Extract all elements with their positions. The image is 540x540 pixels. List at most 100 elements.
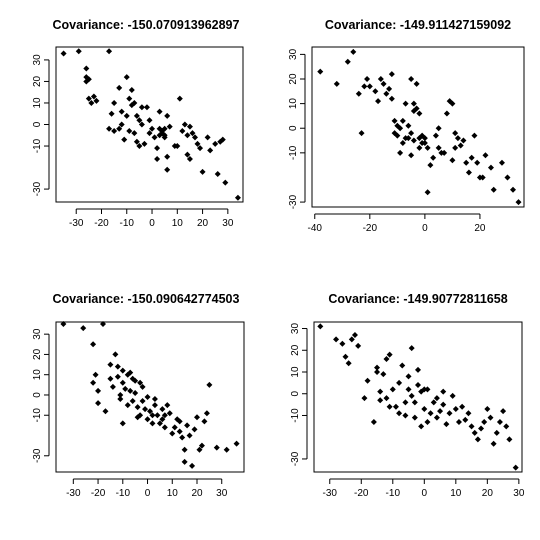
panel-2-data-point <box>408 76 415 82</box>
panel-3-y-tick-label: 30 <box>32 328 43 340</box>
scatter-panel-2: Covariance: -149.911427159092 -40 -20 0 20 -… <box>288 18 525 234</box>
panel-3-data-point <box>154 412 161 419</box>
panel-1-data-point <box>189 130 196 137</box>
panel-1-data-point <box>179 127 186 134</box>
panel-1-data-point <box>106 125 113 132</box>
panel-4-x-tick-label: 0 <box>422 488 428 499</box>
panel-1-data-point <box>146 130 153 137</box>
panel-2-y-tick-label: 10 <box>288 98 299 110</box>
panel-1-data-point <box>85 95 92 102</box>
panel-2-data-point <box>380 80 387 87</box>
panel-1-data-point <box>128 87 135 94</box>
panel-2-data-point <box>474 159 481 166</box>
panel-3-data-point <box>117 396 124 403</box>
panel-4-data-point <box>402 412 409 419</box>
panel-2-data-point <box>443 110 450 117</box>
panel-4-data-point <box>392 403 399 410</box>
panel-4-data-point <box>399 362 406 369</box>
panel-4-data-point <box>386 351 393 358</box>
panel-4-data-point <box>351 332 358 339</box>
panel-2-data-point <box>432 132 439 139</box>
panel-1-data-point <box>143 104 150 111</box>
panel-1-y-tick-label: -10 <box>32 138 43 153</box>
panel-3-data-point <box>169 430 176 437</box>
panel-1-data-point <box>90 93 97 100</box>
panel-2-data-point <box>397 149 404 156</box>
panel-3-data-point <box>161 424 168 431</box>
panel-3-data-point <box>189 462 196 469</box>
panel-4-data-point <box>405 373 412 380</box>
panel-1-data-point <box>116 84 123 91</box>
panel-4-data-point <box>415 382 421 389</box>
panel-4-data-point <box>317 323 324 330</box>
panel-2-data-point <box>375 98 382 105</box>
panel-2-data-point <box>364 76 371 82</box>
panel-3-data-point <box>137 379 144 386</box>
panel-4-data-point <box>408 345 415 352</box>
panel-1-data-point <box>93 97 100 104</box>
panel-2-data-point <box>405 122 412 129</box>
panel-3-data-point <box>122 385 129 392</box>
panel-1-y-tick-label: 20 <box>32 75 43 87</box>
panel-3-data-point <box>139 383 146 390</box>
panel-1-data-point <box>204 134 211 141</box>
panel-3-y-tick-label: 20 <box>32 348 43 360</box>
panel-2-data-point <box>457 142 464 149</box>
panel-3-data-point <box>119 420 126 427</box>
panel-1-plot-frame <box>55 46 244 203</box>
panel-1-data-point <box>154 155 161 162</box>
panel-1-data-point <box>126 95 133 102</box>
panel-4-data-point <box>500 408 507 415</box>
panel-1-data-point <box>197 145 204 152</box>
panel-1-data-point <box>108 110 115 117</box>
panel-3-data-point <box>129 398 136 405</box>
panel-4-data-point <box>339 340 346 347</box>
panel-4-data-point <box>424 419 431 425</box>
panel-3-y-tick-label: 0 <box>32 392 43 398</box>
panel-1-data-point <box>111 99 118 106</box>
panel-3-data-point <box>117 391 124 398</box>
panel-1-data-point <box>131 130 138 137</box>
panel-3-x-tick-label: -20 <box>91 488 106 499</box>
panel-2-data-point <box>350 48 357 55</box>
panel-4-data-point <box>345 360 352 367</box>
panel-4-y-tick-label: 0 <box>290 391 301 397</box>
panel-1-data-point <box>184 132 191 139</box>
panel-2-data-point <box>479 174 486 181</box>
panel-3-title: Covariance: -150.090642774503 <box>53 292 240 306</box>
panel-1-data-point <box>136 143 143 150</box>
panel-2-data-point <box>504 174 511 181</box>
panel-2-data-point <box>399 117 406 124</box>
panel-1-data-point <box>161 125 168 132</box>
panel-3-data-point <box>142 406 149 413</box>
panel-4-data-point <box>433 395 440 402</box>
panel-2-y-tick-label: 20 <box>288 73 299 85</box>
panel-4-data-point <box>487 414 494 421</box>
panel-4-data-point <box>512 464 519 471</box>
panel-2-data-point <box>424 189 431 196</box>
panel-3-data-point <box>198 442 205 449</box>
panel-1-data-point <box>222 179 229 186</box>
panel-2-data-point <box>465 169 472 176</box>
panel-4-data-point <box>484 405 491 412</box>
panel-2-data-point <box>405 135 412 142</box>
panel-4-data-point <box>333 336 340 343</box>
panel-4-data-point <box>462 416 469 423</box>
panel-4-data-point <box>377 397 384 404</box>
panel-4-title: Covariance: -149.90772811658 <box>328 292 507 306</box>
panel-2-y-tick-label: -30 <box>288 194 299 209</box>
panel-1-data-point <box>184 151 191 158</box>
panel-1-data-point <box>75 48 82 55</box>
panel-4-data-point <box>342 353 349 360</box>
panel-3-data-point <box>132 389 139 396</box>
panel-3-y-tick-label: -10 <box>32 408 43 423</box>
panel-4-data-point <box>481 419 488 425</box>
panel-2-data-point <box>471 132 478 139</box>
panel-4-data-point <box>364 377 371 384</box>
panel-2-data-point <box>416 110 423 117</box>
panel-4-data-point <box>433 414 440 421</box>
panel-2-x-tick-label: -40 <box>308 223 323 234</box>
panel-4-data-point <box>471 429 478 436</box>
panel-1-data-point <box>149 125 156 132</box>
panel-1-data-point <box>199 168 206 175</box>
